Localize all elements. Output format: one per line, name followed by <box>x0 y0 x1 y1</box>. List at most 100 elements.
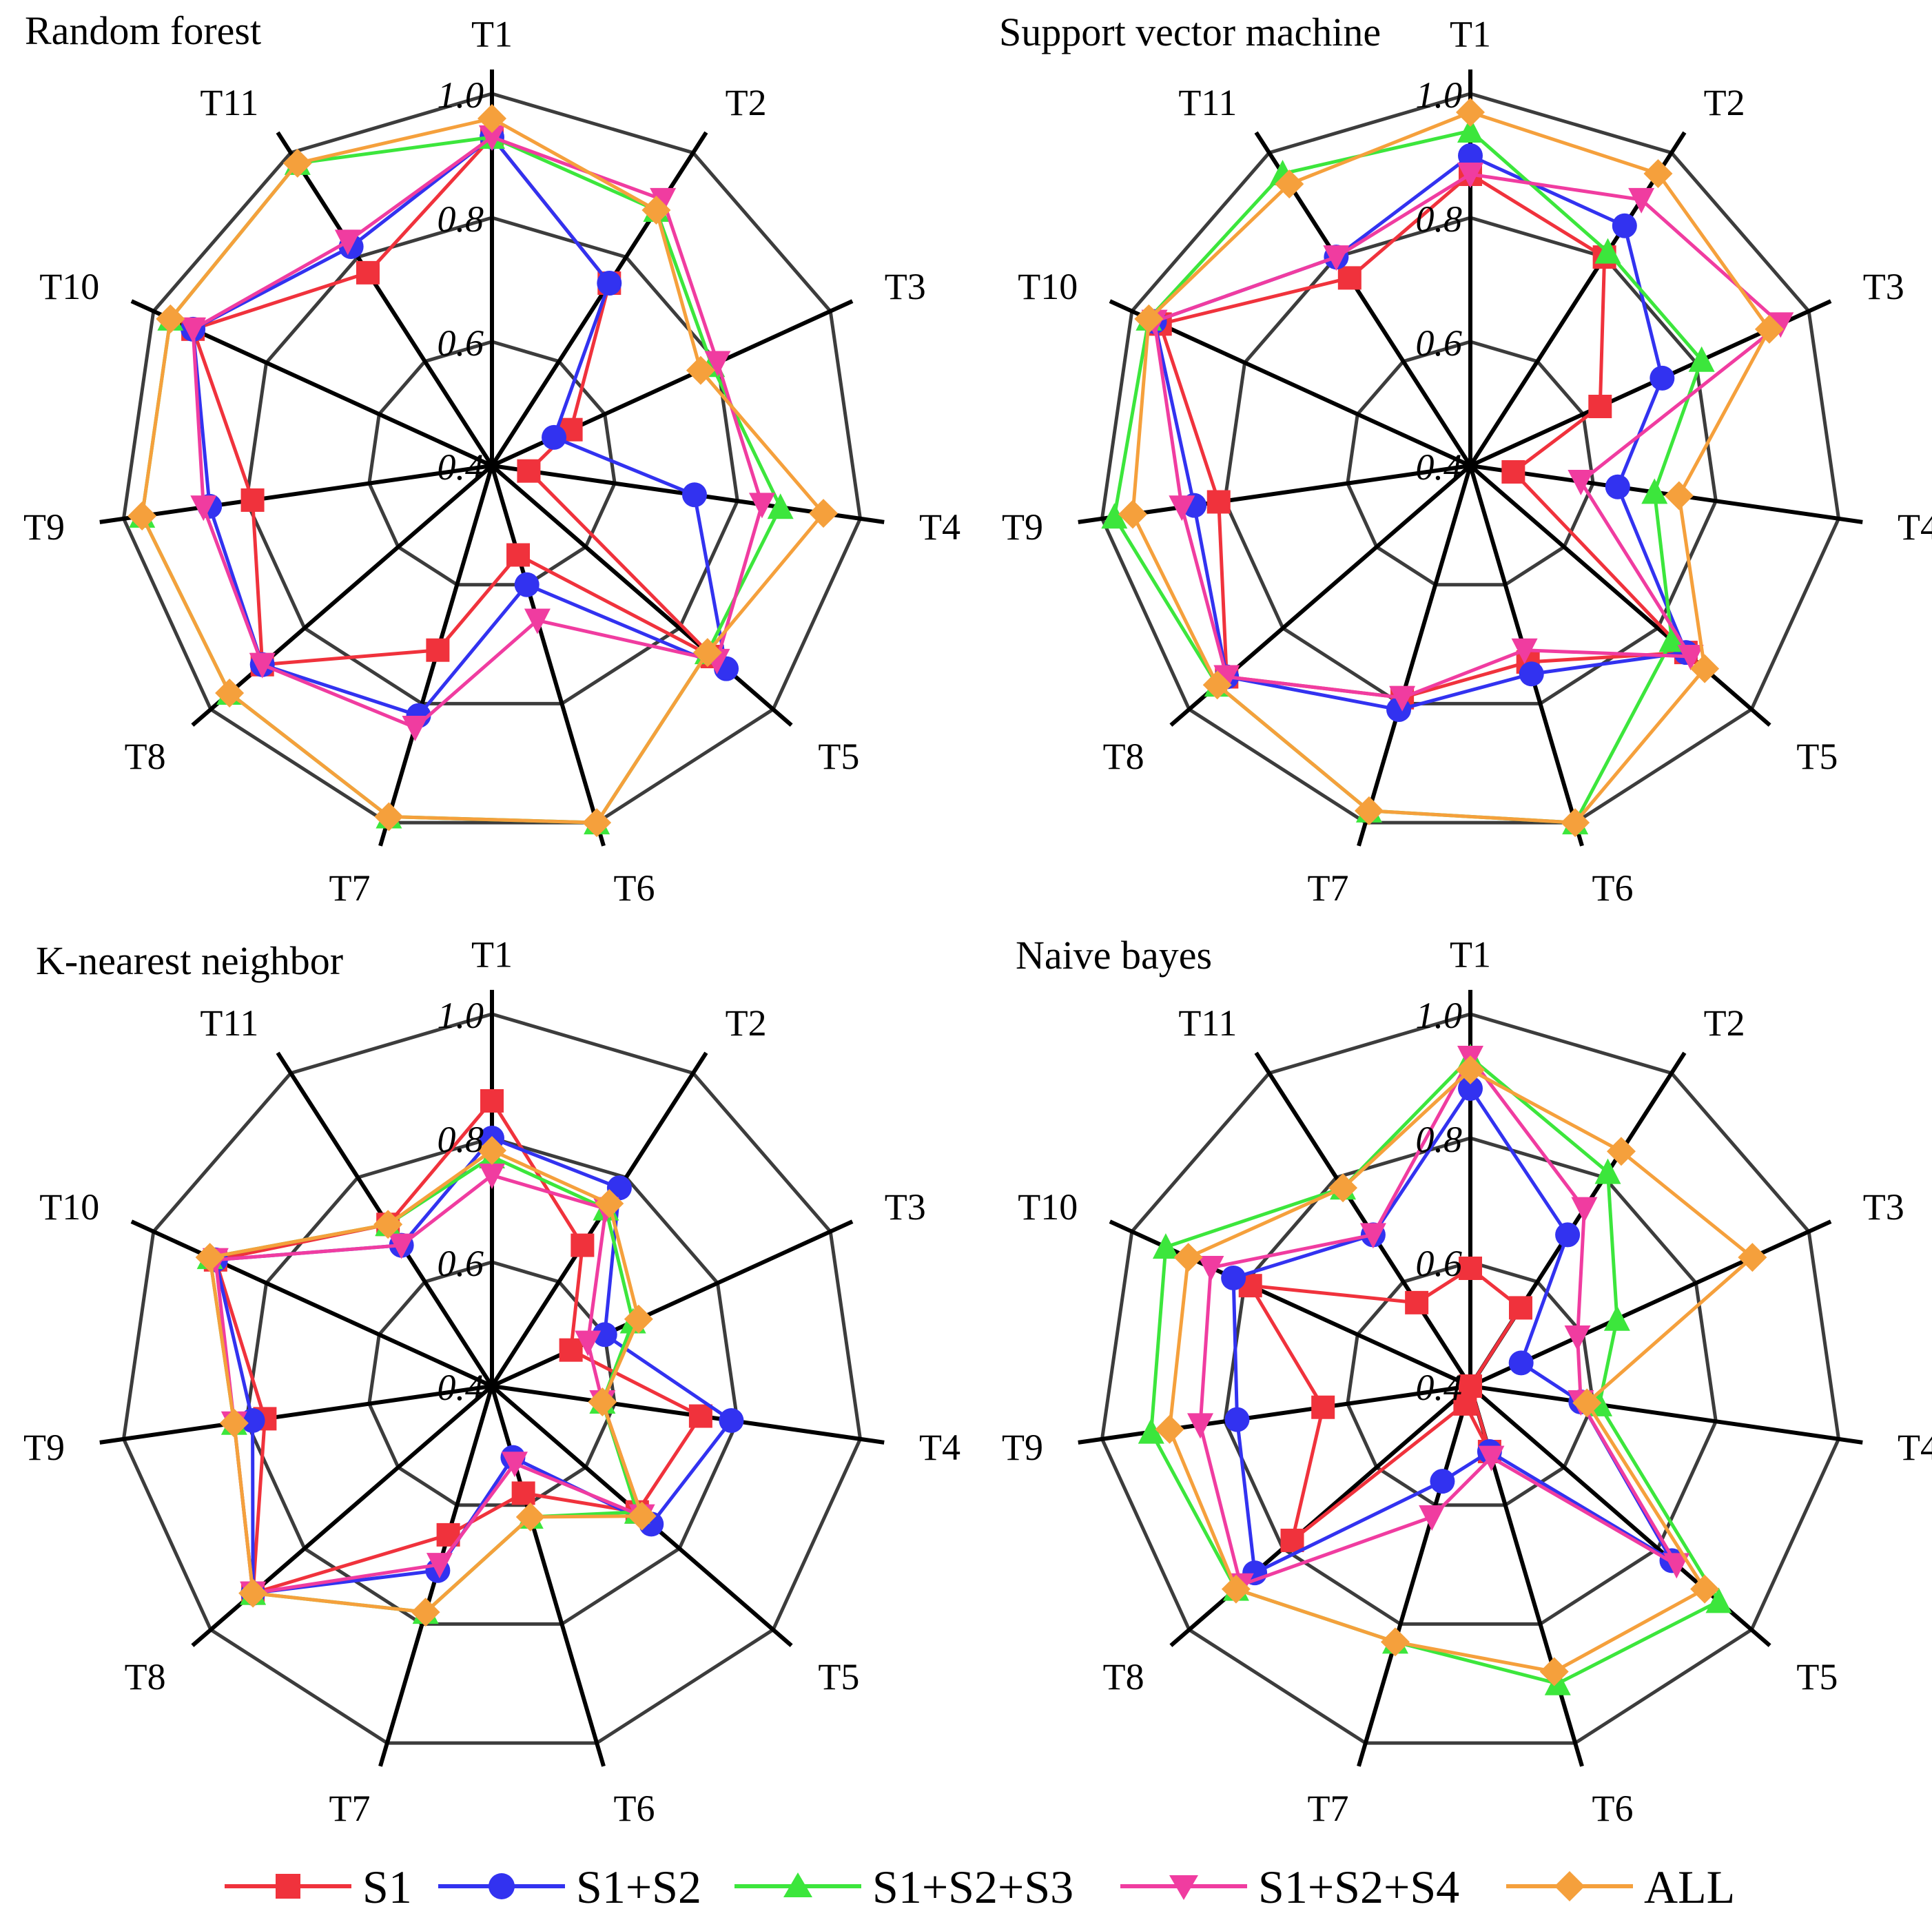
tick-label: 0.4 <box>1416 446 1463 488</box>
tick-label: 0.4 <box>1416 1367 1463 1408</box>
data-point <box>1568 470 1594 496</box>
data-point <box>1453 1392 1477 1416</box>
data-point <box>1572 1388 1602 1418</box>
data-point <box>477 104 506 133</box>
data-point <box>515 1502 545 1531</box>
data-point <box>1187 1413 1214 1439</box>
data-point <box>704 351 731 377</box>
data-point <box>1539 1657 1569 1686</box>
axis-label-t1: T1 <box>471 934 513 976</box>
chart-title: Naive bayes <box>1016 933 1212 978</box>
axis-spoke <box>491 1384 885 1445</box>
data-point <box>1459 1257 1482 1280</box>
grid-ring <box>1223 1136 1718 1626</box>
series-line <box>191 135 715 667</box>
data-point <box>1594 238 1621 264</box>
axis-spoke <box>1357 1385 1472 1767</box>
data-point <box>240 1407 265 1433</box>
series-line <box>1149 1055 1720 1686</box>
data-point <box>373 1210 403 1239</box>
data-point <box>1705 1587 1732 1613</box>
legend-label: S1+S2 <box>576 1861 701 1913</box>
data-point <box>334 229 361 256</box>
data-point <box>1152 1233 1179 1259</box>
data-point <box>1380 1627 1410 1657</box>
data-point <box>582 808 612 838</box>
data-point <box>1202 670 1232 700</box>
axis-label-t10: T10 <box>1018 1186 1078 1228</box>
data-point <box>592 1322 617 1348</box>
axis-spoke <box>1468 131 1687 467</box>
data-point <box>402 715 429 741</box>
data-point <box>1690 1574 1720 1604</box>
data-point <box>1221 1265 1246 1290</box>
legend-item-s1-s2[interactable]: S1+S2 <box>438 1861 701 1913</box>
data-point <box>692 638 722 668</box>
legend-item-s1-s2-s3[interactable]: S1+S2+S3 <box>734 1861 1073 1913</box>
axis-label-t6: T6 <box>613 867 655 909</box>
axis-label-t9: T9 <box>1002 1427 1043 1468</box>
tick-label: 1.0 <box>438 74 484 116</box>
data-point <box>479 125 505 151</box>
data-point <box>1206 490 1231 514</box>
legend-item-s1[interactable]: S1 <box>225 1861 412 1913</box>
series-s1 <box>203 1089 712 1605</box>
axis-spoke <box>1470 1384 1863 1445</box>
data-point <box>1405 1290 1429 1314</box>
data-point <box>559 1338 583 1362</box>
axis-label-t4: T4 <box>1898 1427 1932 1468</box>
series-line <box>1131 110 1771 825</box>
tick-label: 0.4 <box>438 446 484 488</box>
data-point <box>479 1164 505 1189</box>
series-s1-s2-s4 <box>180 125 775 741</box>
data-point <box>238 1578 268 1608</box>
axis-label-t5: T5 <box>1796 736 1838 777</box>
data-point <box>1354 796 1384 825</box>
tick-label: 0.6 <box>438 1243 484 1284</box>
grid-ring <box>1223 216 1718 705</box>
data-point <box>1118 499 1148 529</box>
data-point <box>1561 808 1590 838</box>
legend-item-all[interactable]: ALL <box>1506 1861 1735 1913</box>
data-point <box>1359 1223 1386 1249</box>
series-line <box>140 116 825 825</box>
tick-label: 0.6 <box>1416 1243 1463 1284</box>
data-point <box>681 482 707 508</box>
series-line <box>208 1148 644 1614</box>
data-point <box>641 196 671 225</box>
data-point <box>542 424 567 450</box>
data-point <box>809 499 839 528</box>
data-point <box>282 148 312 178</box>
tick-label: 1.0 <box>1416 995 1463 1036</box>
data-point <box>1101 503 1128 529</box>
data-point <box>426 1553 453 1579</box>
radar-panel-random-forest: Random forest 0.4 0.6 0.8 1.0 T1 T2 T3 T4 T5 T6 T7… <box>23 8 960 909</box>
chart-title: Random forest <box>25 8 261 53</box>
axis-label-t1: T1 <box>1450 14 1491 55</box>
axis-label-t4: T4 <box>919 506 960 548</box>
axis-label-t4: T4 <box>919 1427 960 1468</box>
data-point <box>480 1089 504 1113</box>
legend-item-s1-s2-s4[interactable]: S1+S2+S4 <box>1120 1861 1459 1913</box>
data-point <box>1478 1445 1505 1472</box>
data-point <box>688 1404 712 1428</box>
series-line <box>191 135 764 730</box>
data-point <box>1134 304 1164 333</box>
data-point <box>1138 1418 1164 1444</box>
series-all <box>127 104 839 838</box>
series-line <box>1153 172 1782 700</box>
series-all <box>1155 1055 1767 1686</box>
data-point <box>1224 1407 1250 1432</box>
data-point <box>1173 1243 1203 1272</box>
data-point <box>1588 395 1612 419</box>
series-line <box>1231 1086 1674 1575</box>
axis-label-t10: T10 <box>39 266 99 307</box>
tick-label: 0.8 <box>1416 1119 1463 1160</box>
axis-spoke <box>491 1219 854 1388</box>
data-point <box>506 543 531 567</box>
axis-spoke <box>491 464 793 727</box>
data-point <box>215 679 245 708</box>
axis-label-t6: T6 <box>613 1788 655 1829</box>
axis-label-t7: T7 <box>329 867 371 909</box>
